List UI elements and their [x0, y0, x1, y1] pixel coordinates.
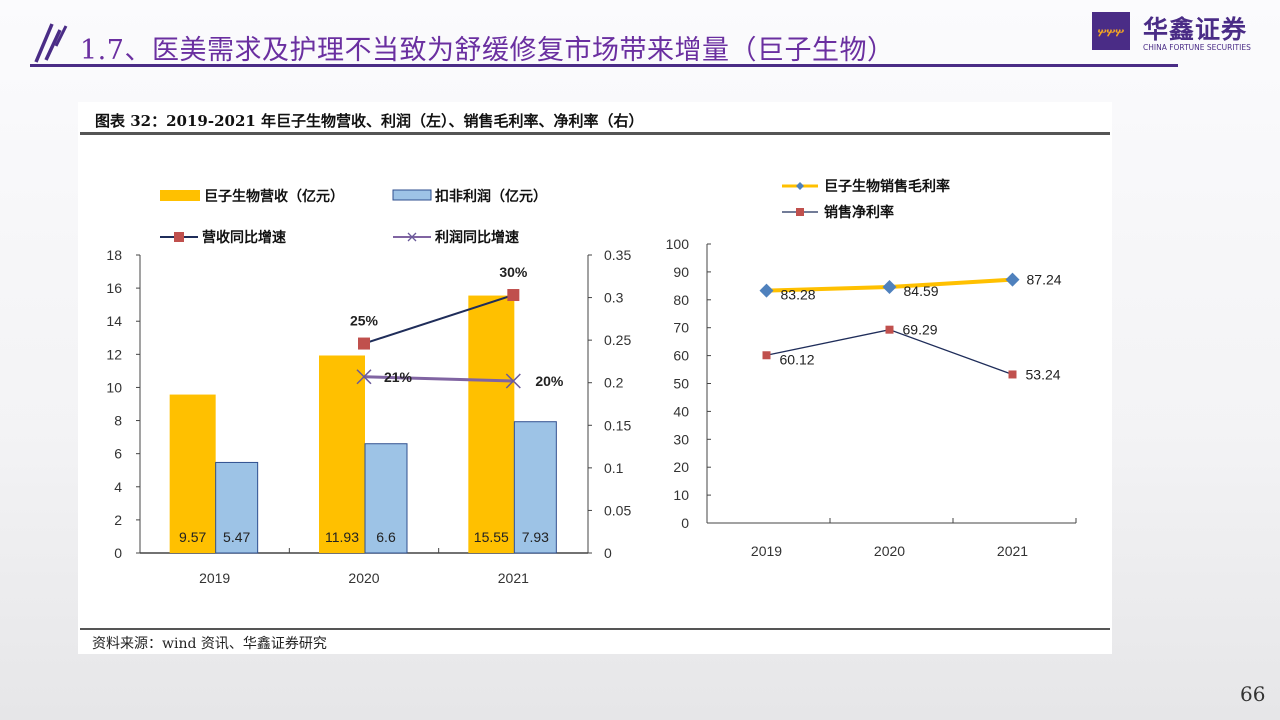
left-tick-label: 6 [114, 446, 122, 462]
right-tick-label: 0.15 [604, 417, 631, 433]
net-margin-label: 60.12 [780, 351, 815, 367]
figure-title-rule [80, 132, 1110, 135]
revenue-bar [169, 394, 216, 553]
right-tick-label: 0.3 [604, 290, 624, 306]
legend-swatch-profit [392, 189, 432, 201]
rate-tick-label: 60 [673, 348, 689, 364]
right-tick-label: 0.2 [604, 375, 624, 391]
legend-marker-net-margin [796, 208, 804, 216]
net-margin-label: 53.24 [1026, 366, 1061, 382]
left-tick-label: 8 [114, 413, 122, 429]
gross-margin-label: 84.59 [904, 283, 939, 299]
profit-growth-line [363, 375, 514, 383]
gross-margin-label: 87.24 [1027, 272, 1062, 288]
rate-tick-label: 70 [673, 320, 689, 336]
left-tick-label: 14 [106, 313, 122, 329]
rate-tick-label: 0 [681, 515, 689, 531]
left-tick-label: 10 [106, 379, 122, 395]
right-tick-label: 0.05 [604, 502, 631, 518]
legend-label-net-margin: 销售净利率 [824, 204, 894, 220]
gross-margin-label: 83.28 [781, 287, 816, 303]
rate-tick-label: 30 [673, 431, 689, 447]
right-tick-label: 0.25 [604, 332, 631, 348]
rate-tick-label: 80 [673, 292, 689, 308]
revenue-growth-label: 30% [499, 264, 528, 280]
left-tick-label: 2 [114, 512, 122, 528]
legend-label-revenue-growth: 营收同比增速 [202, 229, 286, 245]
profit-bar-label: 7.93 [522, 529, 549, 545]
net-margin-marker [885, 325, 894, 334]
profit-bar [215, 461, 259, 554]
profit-growth-label: 21% [384, 369, 413, 385]
profit-bar [364, 443, 408, 554]
revenue-growth-label: 25% [350, 313, 379, 329]
legend-label-profit-growth: 利润同比增速 [435, 229, 519, 245]
left-tick-label: 12 [106, 346, 122, 362]
rate-tick-label: 90 [673, 264, 689, 280]
legend-marker-profit-growth [407, 232, 417, 242]
revenue-bar-label: 9.57 [179, 529, 206, 545]
gross-margin-marker [882, 279, 897, 294]
revenue-bar-label: 15.55 [474, 529, 509, 545]
revenue-bar-label: 11.93 [325, 529, 359, 545]
rate-tick-label: 10 [673, 487, 689, 503]
rate-tick-label: 100 [666, 236, 690, 252]
rate-category-label: 2020 [874, 543, 905, 559]
right-tick-label: 0.35 [604, 247, 631, 263]
figure-source: 资料来源：wind 资讯、华鑫证券研究 [92, 636, 327, 652]
legend-swatch-revenue [160, 190, 200, 201]
legend-marker-gross-margin [796, 182, 804, 190]
rate-category-label: 2021 [997, 543, 1028, 559]
revenue-growth-line [363, 294, 514, 345]
logo-text-en: CHINA FORTUNE SECURITIES [1143, 43, 1251, 52]
net-margin-marker [762, 351, 771, 360]
right-tick-label: 0.1 [604, 460, 624, 476]
legend-marker-revenue-growth [174, 232, 184, 242]
profit-growth-label: 20% [535, 373, 564, 389]
legend-label-profit: 扣非利润（亿元） [435, 188, 547, 204]
rate-tick-label: 50 [673, 376, 689, 392]
profit-bar-label: 6.6 [376, 529, 396, 545]
figure-panel [78, 102, 1112, 654]
revenue-growth-marker [358, 337, 370, 350]
rate-tick-label: 20 [673, 459, 689, 475]
revenue-bar [468, 295, 515, 553]
gross-margin-marker [759, 283, 774, 298]
logo-text-cn: 华鑫证券 [1143, 15, 1248, 44]
x-category-label: 2021 [498, 570, 529, 586]
source-rule [80, 628, 1110, 630]
page-number: 66 [1240, 682, 1266, 706]
profit-bar [513, 421, 557, 554]
left-tick-label: 4 [114, 479, 122, 495]
figure-title: 图表 32：2019-2021 年巨子生物营收、利润（左）、销售毛利率、净利率（… [95, 112, 644, 130]
revenue-bar [319, 355, 365, 553]
revenue-growth-marker [507, 289, 520, 302]
x-category-label: 2020 [348, 570, 379, 586]
logo-mark-icon: ሦሦሦ [1092, 12, 1130, 50]
gross-margin-marker [1005, 272, 1020, 287]
profit-growth-marker [356, 369, 372, 385]
pen-icon [34, 23, 68, 63]
profit-bar-label: 5.47 [223, 529, 250, 545]
net-margin-label: 69.29 [903, 322, 938, 338]
legend-label-revenue: 巨子生物营收（亿元） [204, 188, 344, 204]
left-tick-label: 16 [106, 280, 122, 296]
left-tick-label: 0 [114, 545, 122, 561]
rate-tick-label: 40 [673, 403, 689, 419]
right-tick-label: 0 [604, 545, 612, 561]
rate-category-label: 2019 [751, 543, 782, 559]
net-margin-marker [1008, 370, 1017, 379]
profit-growth-marker [505, 373, 521, 389]
x-category-label: 2019 [199, 570, 230, 586]
svg-text:ሦሦሦ: ሦሦሦ [1098, 27, 1124, 39]
legend-label-gross-margin: 巨子生物销售毛利率 [824, 178, 950, 194]
page-title: 1.7、医美需求及护理不当致为舒缓修复市场带来增量（巨子生物） [80, 35, 895, 66]
title-underline [30, 64, 1178, 67]
left-tick-label: 18 [106, 247, 122, 263]
